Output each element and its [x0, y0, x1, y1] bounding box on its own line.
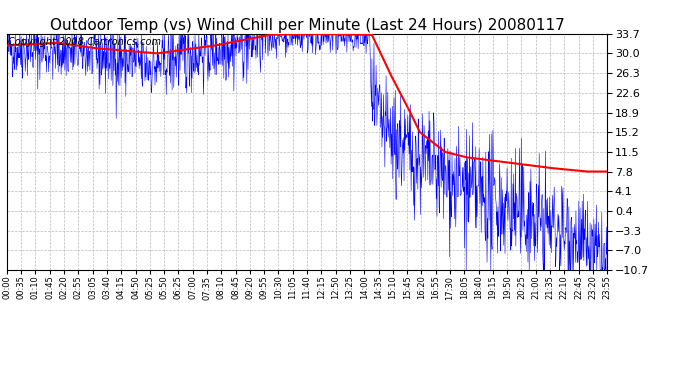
- Text: Copyright 2008 Cartronics.com: Copyright 2008 Cartronics.com: [8, 37, 161, 47]
- Title: Outdoor Temp (vs) Wind Chill per Minute (Last 24 Hours) 20080117: Outdoor Temp (vs) Wind Chill per Minute …: [50, 18, 564, 33]
